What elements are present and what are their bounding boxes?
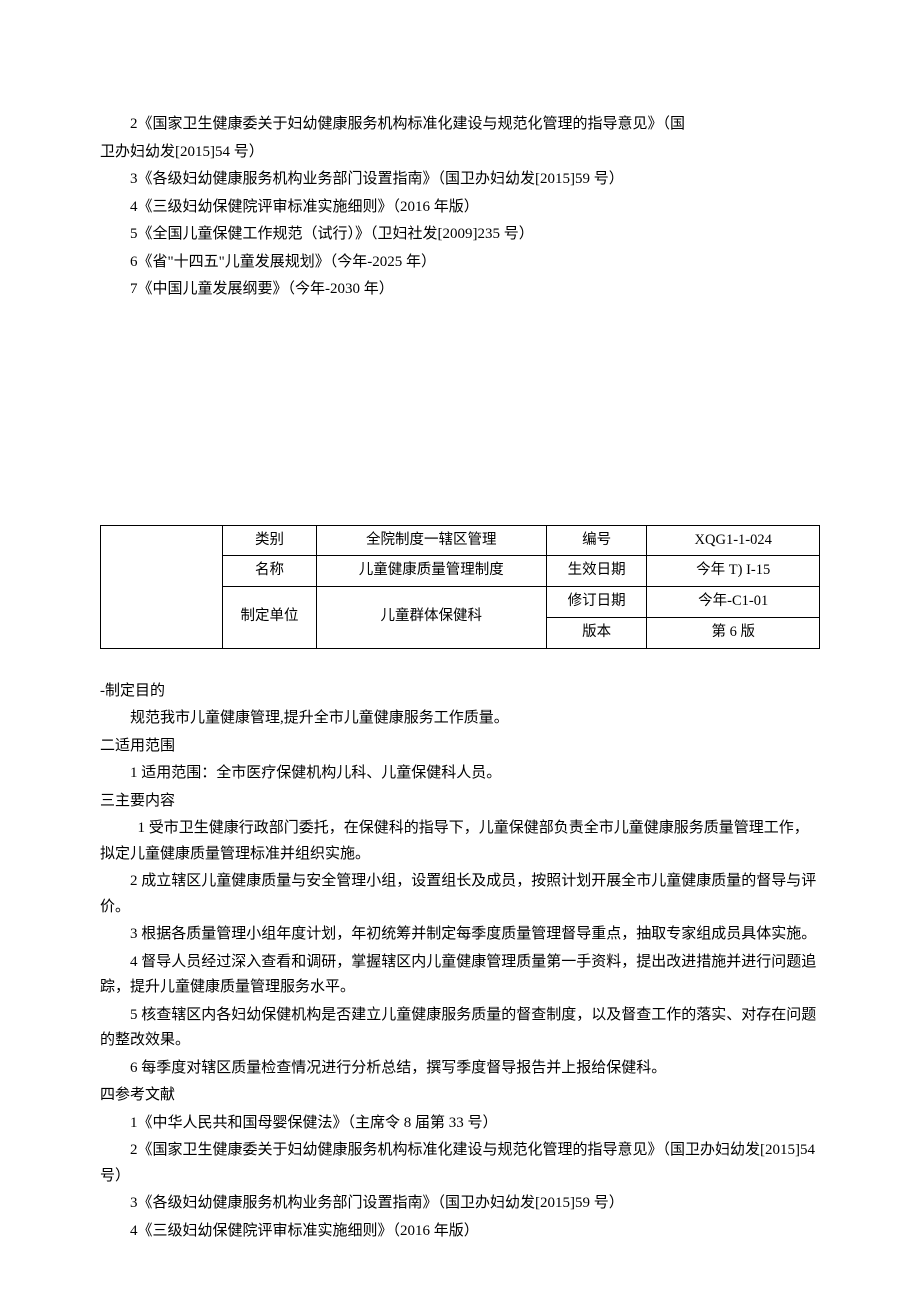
body-paragraph: 2 成立辖区儿童健康质量与安全管理小组，设置组长及成员，按照计划开展全市儿童健康… xyxy=(100,869,820,920)
ref-item: 6《省"十四五"儿童发展规划》（今年-2025 年） xyxy=(100,250,820,276)
table-blank-cell xyxy=(101,525,223,648)
table-cell: 儿童群体保健科 xyxy=(316,587,546,649)
section-heading: 二适用范围 xyxy=(100,734,820,760)
table-cell: 版本 xyxy=(546,617,647,648)
table-cell: 今年-C1-01 xyxy=(647,587,820,618)
document-body: -制定目的 规范我市儿童健康管理,提升全市儿童健康服务工作质量。 二适用范围 1… xyxy=(100,679,820,1245)
body-paragraph: 1《中华人民共和国母婴保健法》（主席令 8 届第 33 号） xyxy=(100,1111,820,1137)
body-paragraph: 3《各级妇幼健康服务机构业务部门设置指南》（国卫办妇幼发[2015]59 号） xyxy=(100,1191,820,1217)
section-gap xyxy=(100,305,820,525)
table-cell: 今年 T) I-15 xyxy=(647,556,820,587)
table-cell: 生效日期 xyxy=(546,556,647,587)
body-paragraph: 2《国家卫生健康委关于妇幼健康服务机构标准化建设与规范化管理的指导意见》（国卫办… xyxy=(100,1138,820,1189)
table-row: 类别 全院制度一辖区管理 编号 XQG1-1-024 xyxy=(101,525,820,556)
body-paragraph: 4《三级妇幼保健院评审标准实施细则》（2016 年版） xyxy=(100,1219,820,1245)
table-cell: 类别 xyxy=(223,525,316,556)
table-cell: 修订日期 xyxy=(546,587,647,618)
table-cell: XQG1-1-024 xyxy=(647,525,820,556)
ref-item: 2《国家卫生健康委关于妇幼健康服务机构标准化建设与规范化管理的指导意见》（国 xyxy=(100,112,820,138)
section-heading: 四参考文献 xyxy=(100,1083,820,1109)
body-paragraph: 3 根据各质量管理小组年度计划，年初统筹并制定每季度质量管理督导重点，抽取专家组… xyxy=(100,922,820,948)
body-paragraph: 1 受市卫生健康行政部门委托，在保健科的指导下，儿童保健部负责全市儿童健康服务质… xyxy=(100,816,820,867)
table-cell: 儿童健康质量管理制度 xyxy=(316,556,546,587)
ref-item: 3《各级妇幼健康服务机构业务部门设置指南》（国卫办妇幼发[2015]59 号） xyxy=(100,167,820,193)
top-references: 2《国家卫生健康委关于妇幼健康服务机构标准化建设与规范化管理的指导意见》（国 卫… xyxy=(100,112,820,303)
table-cell: 名称 xyxy=(223,556,316,587)
body-paragraph: 1 适用范围：全市医疗保健机构儿科、儿童保健科人员。 xyxy=(100,761,820,787)
body-paragraph: 4 督导人员经过深入查看和调研，掌握辖区内儿童健康管理质量第一手资料，提出改进措… xyxy=(100,950,820,1001)
table-cell: 编号 xyxy=(546,525,647,556)
body-paragraph: 规范我市儿童健康管理,提升全市儿童健康服务工作质量。 xyxy=(100,706,820,732)
ref-item: 7《中国儿童发展纲要》（今年-2030 年） xyxy=(100,277,820,303)
body-paragraph: 5 核查辖区内各妇幼保健机构是否建立儿童健康服务质量的督查制度，以及督查工作的落… xyxy=(100,1003,820,1054)
ref-item: 4《三级妇幼保健院评审标准实施细则》（2016 年版） xyxy=(100,195,820,221)
table-cell: 全院制度一辖区管理 xyxy=(316,525,546,556)
table-cell: 第 6 版 xyxy=(647,617,820,648)
table-cell: 制定单位 xyxy=(223,587,316,649)
body-paragraph: 6 每季度对辖区质量检查情况进行分析总结，撰写季度督导报告并上报给保健科。 xyxy=(100,1056,820,1082)
section-heading: -制定目的 xyxy=(100,679,820,705)
section-heading: 三主要内容 xyxy=(100,789,820,815)
ref-item-continuation: 卫办妇幼发[2015]54 号） xyxy=(100,140,820,166)
info-table: 类别 全院制度一辖区管理 编号 XQG1-1-024 名称 儿童健康质量管理制度… xyxy=(100,525,820,649)
ref-item: 5《全国儿童保健工作规范（试行）》（卫妇社发[2009]235 号） xyxy=(100,222,820,248)
